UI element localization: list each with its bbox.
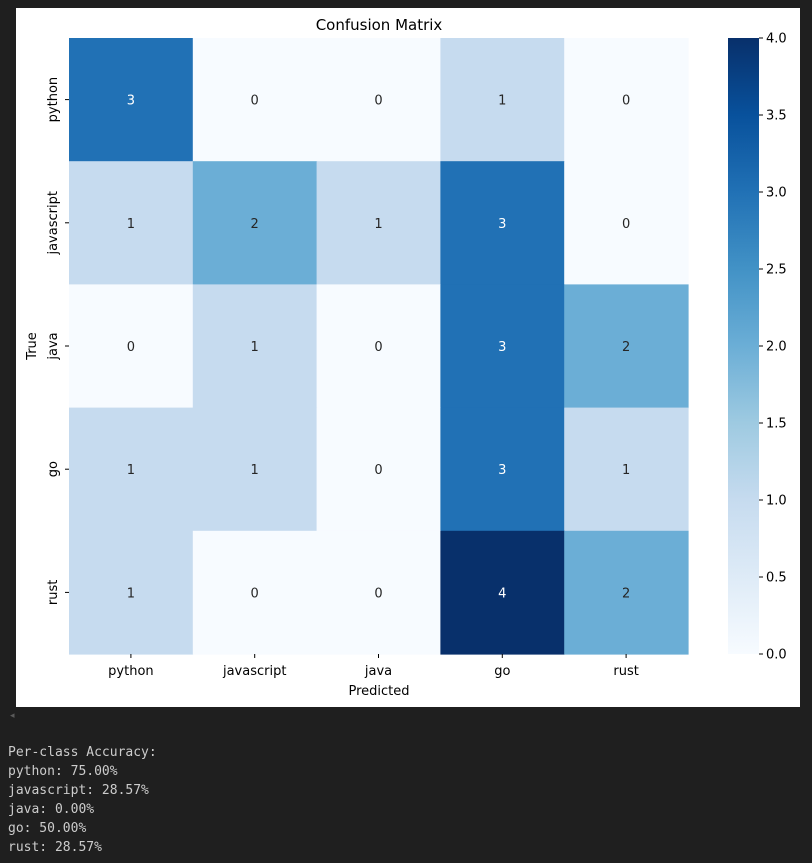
cell-value-label: 1 — [127, 463, 135, 478]
cell-value-label: 2 — [251, 217, 259, 232]
cell-value-label: 0 — [127, 340, 135, 355]
y-axis-ticks: python javascript java go rust — [46, 77, 69, 605]
console-output: Per-class Accuracy: python: 75.00% javas… — [8, 743, 798, 857]
cell-value-label: 3 — [498, 340, 506, 355]
cell-value-label: 3 — [498, 217, 506, 232]
heatmap-cell — [192, 161, 318, 285]
heatmap-cells — [69, 38, 689, 655]
output-line: rust: 28.57% — [8, 840, 102, 855]
heatmap-cell — [440, 530, 565, 655]
x-tick-label: rust — [613, 664, 638, 679]
output-line: go: 50.00% — [8, 821, 87, 836]
cell-value-label: 3 — [127, 94, 135, 109]
chart-title: Confusion Matrix — [316, 16, 443, 34]
heatmap-cell — [192, 38, 318, 162]
x-axis-label: Predicted — [348, 684, 409, 699]
cell-value-label: 0 — [622, 217, 630, 232]
cell-value-label: 0 — [374, 586, 382, 601]
cell-value-label: 0 — [374, 340, 382, 355]
output-line: javascript: 28.57% — [8, 783, 149, 798]
heatmap-cell — [440, 161, 565, 285]
cell-value-label: 2 — [622, 586, 630, 601]
y-tick-label: java — [46, 332, 61, 360]
y-axis-label: True — [25, 332, 40, 361]
cell-value-label: 3 — [498, 463, 506, 478]
cell-value-label: 1 — [622, 463, 630, 478]
heatmap-cell — [440, 284, 565, 409]
y-tick-label: rust — [46, 580, 61, 605]
colorbar-tick-label: 1.0 — [766, 494, 787, 509]
heatmap-cell — [69, 530, 194, 655]
x-tick-label: python — [108, 664, 153, 679]
x-axis-ticks: python javascript java go rust — [108, 654, 639, 679]
heatmap-cell — [440, 38, 565, 162]
cell-value-label: 0 — [622, 94, 630, 109]
cell-value-label: 1 — [127, 586, 135, 601]
heatmap-cell — [440, 407, 565, 532]
cell-value-label: 1 — [127, 217, 135, 232]
colorbar-tick-label: 0.5 — [766, 571, 787, 586]
heatmap-cell — [192, 407, 318, 532]
y-tick-label: python — [46, 77, 61, 122]
cell-value-label: 2 — [622, 340, 630, 355]
heatmap-cell — [69, 284, 194, 409]
y-tick-label: go — [46, 461, 61, 477]
cell-value-label: 1 — [498, 94, 506, 109]
cell-value-label: 0 — [374, 463, 382, 478]
heatmap-cell — [564, 38, 689, 162]
cell-value-label: 1 — [251, 340, 259, 355]
cell-value-label: 4 — [498, 586, 506, 601]
colorbar-tick-label: 1.5 — [766, 417, 787, 432]
x-tick-label: go — [494, 664, 510, 679]
heatmap-cell — [564, 284, 689, 409]
colorbar-tick-label: 2.0 — [766, 340, 787, 355]
heatmap-cell — [192, 530, 318, 655]
x-tick-label: java — [364, 664, 392, 679]
heatmap-cell — [69, 161, 194, 285]
output-line: Per-class Accuracy: — [8, 745, 157, 760]
x-tick-label: javascript — [222, 664, 286, 679]
heatmap-cell — [69, 407, 194, 532]
output-line: python: 75.00% — [8, 764, 118, 779]
colorbar-tick-label: 4.0 — [766, 32, 787, 47]
heatmap-cell — [564, 161, 689, 285]
heatmap-cell — [564, 407, 689, 532]
cell-value-label: 0 — [374, 94, 382, 109]
heatmap-cell — [564, 530, 689, 655]
heatmap-cell — [316, 530, 441, 655]
heatmap-cell — [316, 407, 441, 532]
figure-panel: Confusion Matrix 3 0 0 1 0 1 2 1 3 0 0 1 0 3 2 1 1 0 3 1 1 0 0… — [16, 8, 800, 707]
cell-value-label: 1 — [251, 463, 259, 478]
colorbar-tick-label: 0.0 — [766, 648, 787, 663]
cell-value-label: 1 — [374, 217, 382, 232]
colorbar-ticks: 0.0 0.5 1.0 1.5 2.0 2.5 3.0 3.5 4.0 — [759, 32, 787, 663]
heatmap-cell-labels: 3 0 0 1 0 1 2 1 3 0 0 1 0 3 2 1 1 0 3 1 1 0 0 4 2 — [127, 94, 630, 602]
heatmap-cell — [69, 38, 194, 162]
colorbar-tick-label: 3.5 — [766, 109, 787, 124]
output-line: java: 0.00% — [8, 802, 95, 817]
cell-value-label: 0 — [251, 586, 259, 601]
colorbar-tick-label: 3.0 — [766, 186, 787, 201]
colorbar — [728, 38, 759, 654]
y-tick-label: javascript — [46, 191, 61, 255]
heatmap-cell — [192, 284, 318, 409]
scroll-left-icon[interactable]: ◂ — [10, 711, 15, 721]
colorbar-tick-label: 2.5 — [766, 263, 787, 278]
cell-value-label: 0 — [251, 94, 259, 109]
heatmap-cell — [316, 38, 441, 162]
confusion-matrix-chart: Confusion Matrix 3 0 0 1 0 1 2 1 3 0 0 1 0 3 2 1 1 0 3 1 1 0 0… — [25, 16, 787, 699]
heatmap-cell — [316, 284, 441, 409]
heatmap-cell — [316, 161, 441, 285]
